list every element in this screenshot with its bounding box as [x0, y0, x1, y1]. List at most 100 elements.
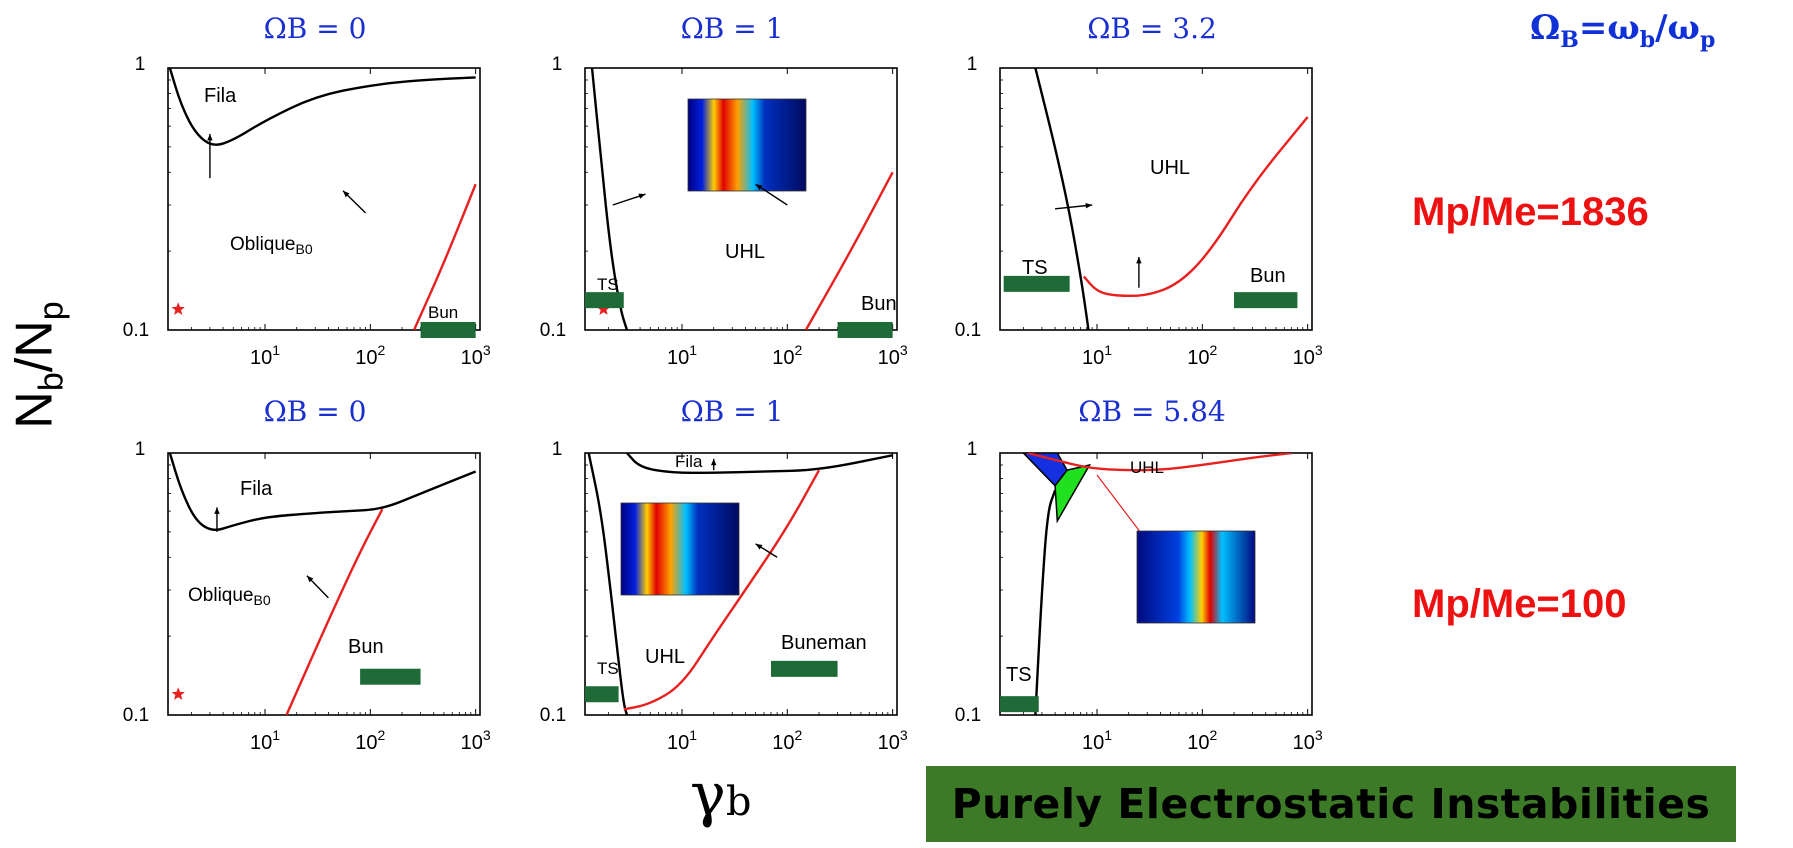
region-label: Bun — [428, 303, 458, 322]
mass-ratio-top: Mp/Me=1836 — [1412, 190, 1649, 234]
x-tick-label: 103 — [1293, 727, 1323, 754]
series-black-curve — [1034, 489, 1057, 715]
inset-heatmap — [1136, 530, 1256, 624]
shared-y-axis-label-wrap: Nb/Np — [5, 280, 70, 450]
region-label: UHL — [725, 241, 765, 263]
chart-panel-5: ΩB = 1 101 102 103 1 0.1 Fila UHL TS Buneman — [540, 395, 908, 754]
x-tick-label: 102 — [772, 727, 802, 754]
x-tick-label: 103 — [461, 342, 491, 369]
mass-ratio-bottom: Mp/Me=100 — [1412, 582, 1627, 626]
arrow-head — [710, 458, 717, 466]
chart-panel-1: ΩB = 0 101 102 103 1 0.1 Fila ObliqueB0 Bun — [123, 12, 491, 369]
arrow-head — [755, 543, 763, 550]
chart-panel-2: ΩB = 1 101 102 103 1 0.1 UHL TS Bun — [540, 12, 908, 369]
region-label: TS — [1006, 664, 1032, 686]
y-tick-label: 0.1 — [955, 705, 981, 726]
y-tick-label: 0.1 — [955, 320, 981, 341]
regime-bar — [770, 660, 838, 677]
x-tick-label: 103 — [878, 342, 908, 369]
y-tick-label: 1 — [135, 54, 146, 75]
x-tick-label: 102 — [1187, 727, 1217, 754]
panel-title: ΩB = 3.2 — [1087, 12, 1217, 45]
plot-area — [168, 68, 477, 330]
regime-bar — [1003, 275, 1070, 292]
regime-bar — [1000, 696, 1039, 713]
y-tick-label: 1 — [552, 54, 563, 75]
chart-panel-6: ΩB = 5.84 101 102 103 1 0.1 UHL TS — [955, 395, 1323, 754]
arrow-head — [214, 507, 220, 514]
plot-area — [168, 453, 477, 715]
banner-text: Purely Electrostatic Instabilities — [951, 780, 1711, 828]
regime-bar — [420, 322, 476, 338]
arrow-head — [755, 184, 763, 191]
series-black-curve — [1034, 68, 1090, 330]
region-label: Bun — [348, 636, 384, 658]
x-tick-label: 101 — [1082, 727, 1112, 754]
arrow-head — [306, 575, 314, 583]
x-tick-label: 101 — [250, 342, 280, 369]
x-tick-label: 101 — [667, 342, 697, 369]
regime-bar — [585, 292, 624, 309]
series-black-curve — [626, 453, 893, 475]
region-label: ObliqueB0 — [188, 585, 271, 608]
y-tick-label: 0.1 — [540, 320, 566, 341]
arrow-head — [342, 190, 350, 198]
series-red-curve — [285, 508, 384, 715]
series-red-curve — [1027, 453, 1292, 472]
y-tick-label: 0.1 — [540, 705, 566, 726]
panel-title: ΩB = 1 — [681, 395, 784, 428]
arrow-head — [1085, 202, 1093, 209]
y-tick-label: 1 — [967, 439, 978, 460]
star-marker — [596, 302, 611, 315]
y-tick-label: 1 — [135, 439, 146, 460]
plot-frame — [999, 67, 1313, 331]
x-tick-label: 102 — [355, 727, 385, 754]
x-tick-label: 103 — [461, 727, 491, 754]
region-label: ObliqueB0 — [230, 234, 313, 257]
series-red-curve — [804, 171, 894, 330]
x-tick-label: 102 — [355, 342, 385, 369]
regime-bar — [585, 686, 619, 703]
region-label: TS — [1022, 257, 1048, 279]
plot-frame — [167, 67, 481, 331]
y-tick-label: 0.1 — [123, 705, 149, 726]
arrow-head — [207, 133, 213, 141]
region-label: Bun — [861, 293, 897, 315]
y-tick-label: 1 — [552, 439, 563, 460]
inset-heatmap — [687, 98, 807, 192]
x-tick-label: 102 — [772, 342, 802, 369]
plot-frame — [584, 67, 898, 331]
region-label: Fila — [675, 452, 703, 471]
series-black-curve — [168, 68, 476, 146]
plot-frame — [584, 452, 898, 716]
region-label: UHL — [1150, 157, 1190, 179]
region-label: Fila — [240, 478, 273, 500]
inset-pointer — [1096, 474, 1148, 542]
star-marker — [171, 687, 185, 700]
series-black-curve — [587, 453, 629, 715]
panel-title: ΩB = 0 — [264, 395, 367, 428]
x-tick-label: 103 — [878, 727, 908, 754]
x-tick-label: 101 — [1082, 342, 1112, 369]
y-tick-label: 1 — [967, 54, 978, 75]
plot-frame — [999, 452, 1313, 716]
region-label: Fila — [204, 85, 237, 107]
panel-title: ΩB = 1 — [681, 12, 784, 45]
instability-banner: Purely Electrostatic Instabilities — [926, 766, 1736, 842]
regime-bar — [1234, 292, 1298, 309]
chart-panel-3: ΩB = 3.2 101 102 103 1 0.1 UHL TS Bun — [955, 12, 1323, 369]
omega-definition: ΩB=ωb/ωp — [1530, 8, 1716, 53]
regime-bar — [837, 322, 893, 338]
region-label: TS — [597, 659, 619, 678]
plot-area — [1022, 453, 1292, 715]
plot-frame — [167, 452, 481, 716]
chart-panel-4: ΩB = 0 101 102 103 1 0.1 Fila ObliqueB0 Bun — [123, 395, 491, 754]
plot-area — [587, 453, 893, 715]
plot-area — [1034, 68, 1309, 330]
x-tick-label: 101 — [250, 727, 280, 754]
series-red-curve — [623, 469, 821, 711]
series-black-curve — [168, 453, 477, 532]
region-label: Buneman — [781, 632, 867, 654]
series-red-curve — [1082, 116, 1309, 298]
